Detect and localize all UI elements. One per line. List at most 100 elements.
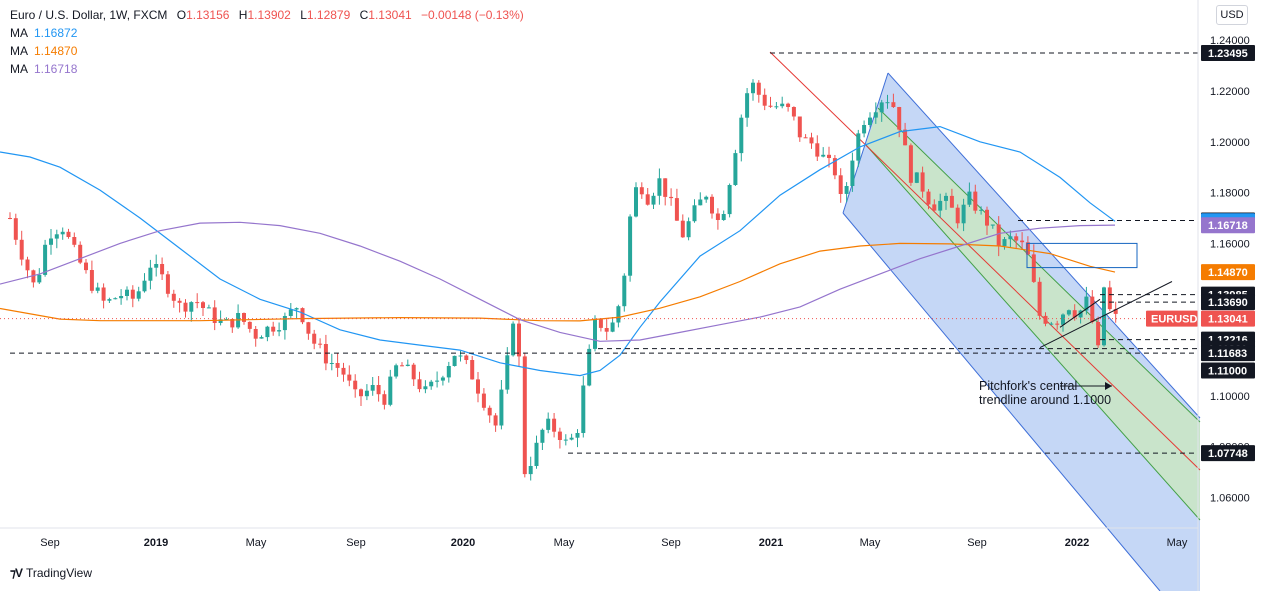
y-tick-label: 1.10000 <box>1210 391 1250 403</box>
candle-body <box>54 234 59 239</box>
candle-body <box>60 231 65 235</box>
candle-body <box>417 379 422 390</box>
candle-body <box>809 137 814 144</box>
candle-body <box>505 355 510 390</box>
x-tick-label: 2020 <box>451 537 475 549</box>
candle-body <box>926 191 931 205</box>
candle-body <box>1090 296 1095 322</box>
candle-body <box>979 209 984 211</box>
price-tag-box <box>1201 345 1255 362</box>
candle-body <box>306 322 311 334</box>
candle-body <box>844 186 849 194</box>
candle-body <box>517 323 521 357</box>
candle-body <box>733 153 738 185</box>
candle-body <box>821 154 826 157</box>
candle-body <box>271 326 276 332</box>
price-tag-label: 1.13690 <box>1208 297 1248 309</box>
price-tag-box <box>1201 310 1255 327</box>
candle-body <box>294 308 299 310</box>
candle-body <box>394 365 399 377</box>
candle-body <box>476 379 480 394</box>
pitchfork <box>769 51 1201 591</box>
candle-body <box>49 238 53 245</box>
candle-body <box>382 394 387 405</box>
candle-body <box>791 107 796 117</box>
candle-body <box>411 364 416 380</box>
candle-body <box>1055 323 1060 325</box>
candle-body <box>868 117 872 125</box>
currency-button[interactable]: USD <box>1216 5 1248 25</box>
candle-body <box>938 200 943 211</box>
candle-body <box>265 326 270 338</box>
candle-body <box>1049 323 1054 325</box>
candle-body <box>84 262 88 271</box>
candle-body <box>300 308 305 323</box>
candle-body <box>552 418 557 432</box>
price-tag-box <box>1201 362 1255 379</box>
candle-body <box>803 137 808 139</box>
candle-body <box>990 224 995 226</box>
candle-body <box>323 344 328 364</box>
candle-body <box>388 376 393 405</box>
candle-body <box>692 205 697 222</box>
candle-body <box>452 355 457 366</box>
candle-body <box>1014 236 1019 241</box>
x-tick-label: 2019 <box>144 537 168 549</box>
candle-body <box>598 318 603 328</box>
candle-body <box>786 103 791 107</box>
candle-body <box>212 307 217 323</box>
candle-body <box>1002 239 1007 246</box>
candle-body <box>487 407 492 416</box>
candle-body <box>534 442 539 466</box>
candle-body <box>557 431 562 440</box>
candle-body <box>1096 322 1101 346</box>
candle-body <box>546 418 551 430</box>
candle-body <box>101 287 106 301</box>
price-tag-label: 1.23495 <box>1208 48 1248 60</box>
candle-body <box>850 160 855 186</box>
price-tag-box <box>1201 294 1255 311</box>
x-tick-label: May <box>246 537 267 549</box>
candle-body <box>423 386 428 390</box>
x-tick-label: 2022 <box>1065 537 1089 549</box>
ma1-row[interactable]: MA 1.16872 <box>10 24 524 42</box>
candle-body <box>949 195 954 208</box>
candle-body <box>318 343 323 345</box>
candle-body <box>511 323 516 356</box>
pitchfork-inner-lower-line <box>865 144 1201 521</box>
ma3-row[interactable]: MA 1.16718 <box>10 60 524 78</box>
candle-body <box>686 221 691 238</box>
x-tick-label: May <box>554 537 575 549</box>
tradingview-branding[interactable]: ⁊V TradingView <box>10 566 92 580</box>
candle-body <box>499 389 504 426</box>
candle-body <box>312 333 317 344</box>
candle-body <box>1031 254 1036 282</box>
candle-body <box>136 291 141 299</box>
price-tag-label: 1.16718 <box>1208 220 1248 232</box>
candle-body <box>651 195 656 205</box>
candle-body <box>353 380 358 390</box>
candle-body <box>751 82 755 94</box>
ma2-label: MA <box>10 44 28 58</box>
trendline-drawing <box>1059 298 1101 328</box>
candle-body <box>78 244 83 263</box>
price-tag-label: 1.11000 <box>1208 366 1247 378</box>
candle-body <box>873 112 878 118</box>
price-tag-box <box>1201 45 1255 61</box>
ma3-label: MA <box>10 62 28 76</box>
x-tick-label: Sep <box>661 537 681 549</box>
trendline-drawing <box>1039 281 1173 349</box>
candle-body <box>329 363 334 364</box>
candle-body <box>1061 314 1065 325</box>
branding-label: TradingView <box>25 566 93 580</box>
candle-body <box>715 213 720 220</box>
candle-body <box>1113 309 1118 314</box>
candle-body <box>66 231 71 237</box>
candle-body <box>838 175 843 194</box>
candle-body <box>622 275 627 307</box>
candle-body <box>973 191 978 211</box>
candle-body <box>721 214 726 220</box>
ma2-row[interactable]: MA 1.14870 <box>10 42 524 60</box>
low-value: 1.12879 <box>306 8 351 22</box>
